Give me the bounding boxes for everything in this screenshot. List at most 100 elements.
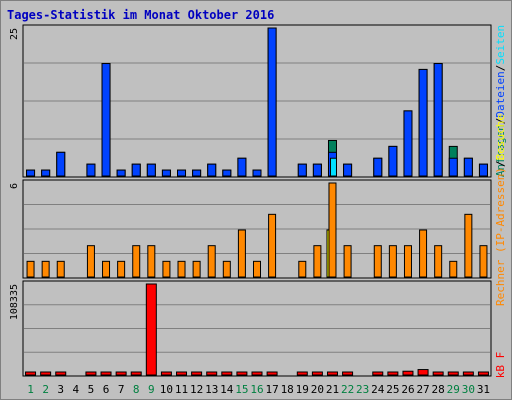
bar-kbf bbox=[402, 370, 414, 376]
x-tick-label: 10 bbox=[160, 383, 173, 396]
bar-kbf bbox=[176, 371, 188, 376]
legend-separator: / bbox=[494, 160, 507, 167]
legend-entry: Rechner (IP-Adressen) bbox=[494, 167, 507, 306]
bar-rechner bbox=[177, 260, 186, 278]
bar-dateien bbox=[146, 163, 156, 177]
legend-separator: / bbox=[494, 65, 507, 72]
x-tick-label: 27 bbox=[416, 383, 429, 396]
bar-dateien bbox=[26, 169, 36, 177]
x-tick-label: 24 bbox=[371, 383, 385, 396]
bar-dateien bbox=[222, 169, 232, 177]
bar-dateien bbox=[373, 157, 383, 177]
bar-kbf bbox=[191, 371, 203, 376]
chart-title: Tages-Statistik im Monat Oktober 2016 bbox=[7, 8, 275, 22]
x-tick-label: 20 bbox=[311, 383, 324, 396]
bar-rechner bbox=[419, 229, 428, 278]
bar-dateien bbox=[207, 163, 217, 177]
bar-rechner bbox=[117, 260, 126, 278]
bar-rechner bbox=[222, 260, 231, 278]
bar-kbf bbox=[55, 371, 67, 376]
bar-kbf bbox=[417, 369, 429, 376]
x-tick-label: 29 bbox=[447, 383, 460, 396]
bar-kbf bbox=[251, 371, 263, 376]
bar-dateien bbox=[161, 169, 171, 177]
x-tick-label: 2 bbox=[42, 383, 49, 396]
bar-rechner bbox=[313, 245, 322, 278]
bar-rechner bbox=[434, 245, 443, 278]
bar-kbf bbox=[25, 371, 37, 376]
bar-rechner bbox=[298, 260, 307, 278]
x-tick-label: 17 bbox=[265, 383, 278, 396]
x-tick-label: 9 bbox=[148, 383, 155, 396]
bar-kbf bbox=[477, 371, 489, 376]
x-tick-label: 22 bbox=[341, 383, 354, 396]
bar-kbf bbox=[236, 371, 248, 376]
bar-rechner bbox=[479, 245, 488, 278]
legend-separator: / bbox=[494, 118, 507, 125]
bar-seiten bbox=[329, 157, 337, 177]
bar-rechner bbox=[192, 260, 201, 278]
bar-rechner bbox=[464, 213, 473, 278]
bar-kbf bbox=[296, 371, 308, 376]
bar-dateien bbox=[101, 63, 111, 177]
bar-dateien bbox=[177, 169, 187, 177]
x-tick-label: 5 bbox=[88, 383, 95, 396]
bar-dateien bbox=[297, 163, 307, 177]
legend-entry: kB F bbox=[494, 352, 507, 379]
bar-dateien bbox=[86, 163, 96, 177]
bar-kbf bbox=[342, 371, 354, 376]
bar-rechner bbox=[268, 213, 277, 278]
x-tick-label: 23 bbox=[356, 383, 369, 396]
legend-entry: Seiten bbox=[494, 25, 507, 65]
bar-rechner bbox=[132, 245, 141, 278]
x-tick-label: 30 bbox=[462, 383, 475, 396]
bar-kbf bbox=[115, 371, 127, 376]
bar-kbf bbox=[372, 371, 384, 376]
bar-rechner bbox=[388, 245, 397, 278]
bar-dateien bbox=[252, 169, 262, 177]
bar-rechner bbox=[403, 245, 412, 278]
bar-dateien bbox=[192, 169, 202, 177]
bar-kbf bbox=[85, 371, 97, 376]
x-tick-label: 26 bbox=[401, 383, 414, 396]
bar-dateien bbox=[433, 63, 443, 177]
x-tick-label: 21 bbox=[326, 383, 339, 396]
bar-rechner bbox=[328, 182, 337, 278]
bar-dateien bbox=[478, 163, 488, 177]
bar-dateien bbox=[418, 68, 428, 177]
bar-kbf bbox=[462, 371, 474, 376]
x-tick-label: 28 bbox=[432, 383, 445, 396]
bar-kbf bbox=[130, 371, 142, 376]
bar-rechner bbox=[373, 245, 382, 278]
legend-entry: Dateien bbox=[494, 71, 507, 117]
bar-kbf bbox=[100, 371, 112, 376]
bar-dateien bbox=[388, 145, 398, 177]
bar-kbf bbox=[206, 371, 218, 376]
x-tick-label: 12 bbox=[190, 383, 203, 396]
x-tick-label: 19 bbox=[296, 383, 309, 396]
bar-kbf bbox=[311, 371, 323, 376]
x-tick-label: 11 bbox=[175, 383, 188, 396]
bar-kbf bbox=[266, 371, 278, 376]
bar-rechner bbox=[26, 260, 35, 278]
bar-dateien bbox=[267, 27, 277, 177]
bar-kbf bbox=[145, 283, 157, 376]
x-tick-label: 18 bbox=[281, 383, 294, 396]
bar-rechner bbox=[41, 260, 50, 278]
x-tick-label: 14 bbox=[220, 383, 234, 396]
bar-rechner bbox=[343, 245, 352, 278]
bar-rechner bbox=[147, 245, 156, 278]
legend-entry: Anfragen bbox=[494, 124, 507, 177]
bar-dateien bbox=[403, 110, 413, 177]
bar-dateien bbox=[41, 169, 51, 177]
y-max-label-middle: 6 bbox=[9, 183, 20, 189]
legend-top: Anfragen/Dateien/Seiten bbox=[494, 25, 507, 177]
legend-bottom: kB F bbox=[494, 352, 507, 379]
bar-rechner bbox=[207, 245, 216, 278]
x-tick-label: 13 bbox=[205, 383, 218, 396]
bar-kbf bbox=[447, 371, 459, 376]
bar-dateien bbox=[343, 163, 353, 177]
y-max-label-bottom: 108335 bbox=[9, 284, 20, 320]
bar-rechner bbox=[237, 229, 246, 278]
bar-dateien bbox=[237, 157, 247, 177]
